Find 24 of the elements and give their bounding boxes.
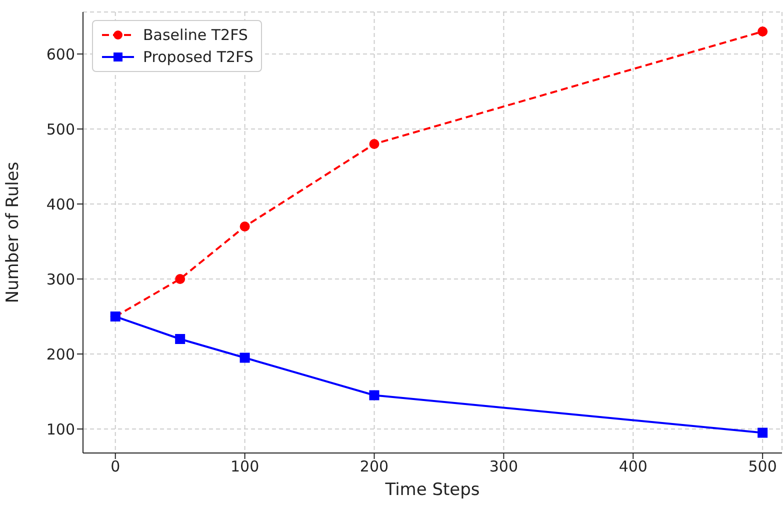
point [369, 390, 380, 400]
x-axis-title: Time Steps [384, 480, 480, 500]
point [240, 352, 250, 363]
y-axis-title: Number of Rules [3, 162, 24, 304]
x-tick-label: 400 [618, 458, 648, 476]
point [175, 274, 186, 284]
point [369, 139, 380, 149]
point [758, 428, 768, 438]
y-tick-label: 600 [46, 45, 75, 64]
legend-label: Baseline T2FS [143, 25, 248, 46]
legend-label: Proposed T2FS [143, 47, 254, 68]
point [240, 222, 250, 232]
x-tick-label: 0 [110, 458, 120, 476]
point [175, 334, 186, 344]
y-tick-label: 100 [46, 420, 75, 438]
y-tick-label: 500 [46, 120, 75, 138]
y-tick-label: 300 [46, 270, 75, 288]
point [758, 26, 768, 36]
y-tick-label: 400 [46, 195, 75, 214]
x-tick-label: 300 [489, 458, 518, 476]
x-tick-label: 100 [230, 458, 260, 476]
x-tick-label: 500 [748, 458, 777, 476]
x-tick-label: 200 [360, 458, 389, 476]
y-tick-label: 200 [46, 345, 75, 364]
